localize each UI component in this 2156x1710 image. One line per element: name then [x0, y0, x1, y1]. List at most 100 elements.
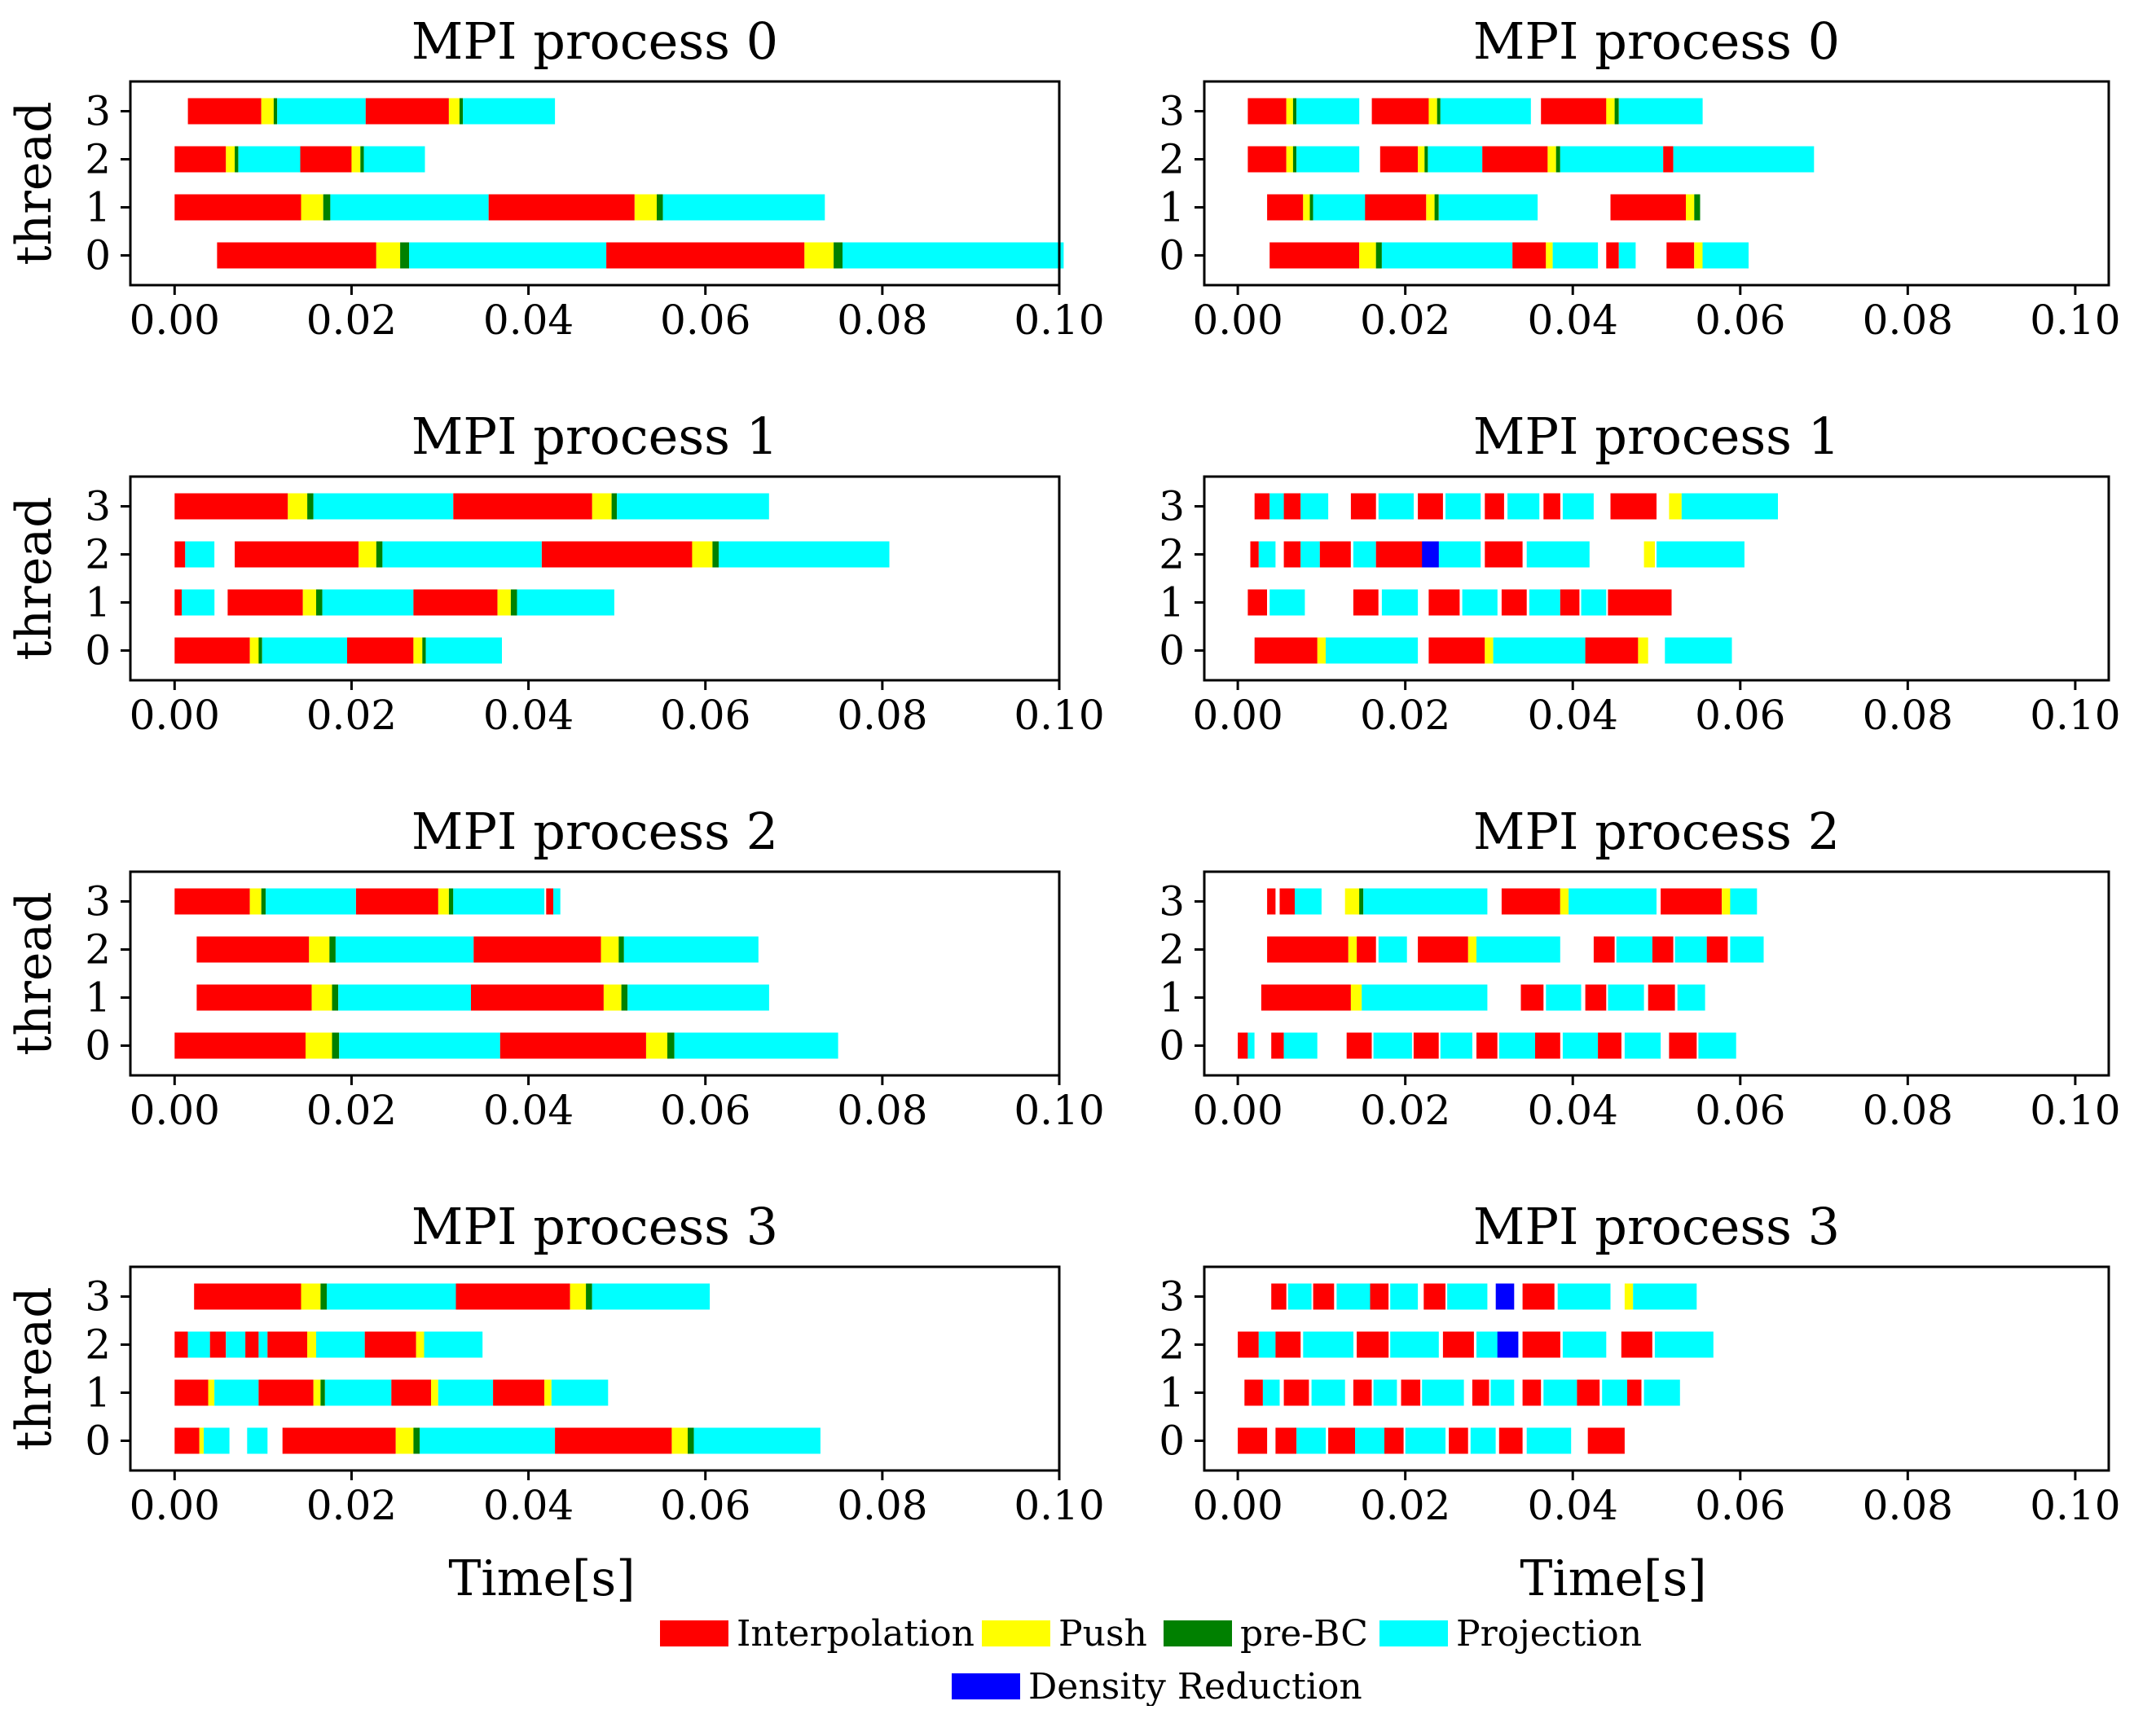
bar-projection	[238, 146, 301, 173]
bar-push	[1348, 936, 1357, 963]
bar-interpolation	[1328, 1427, 1355, 1454]
bar-projection	[1363, 888, 1488, 915]
bar-interpolation	[194, 1283, 301, 1310]
bar-interpolation	[1522, 1283, 1555, 1310]
bar-interpolation	[1247, 146, 1287, 173]
bar-interpolation	[1472, 1379, 1489, 1406]
bar-push	[1686, 194, 1695, 221]
bar-interpolation	[1275, 1331, 1301, 1358]
bar-interpolation	[300, 146, 352, 173]
y-tick-label: 0	[1159, 232, 1185, 279]
x-tick-label: 0.02	[1360, 1087, 1450, 1134]
bar-interpolation	[1353, 589, 1379, 616]
bar-pre-bc	[712, 541, 719, 568]
legend: Interpolation Push pre-BC Projection Density…	[660, 1613, 1642, 1708]
legend-label: Push	[1058, 1613, 1147, 1655]
bar-interpolation	[1652, 936, 1674, 963]
bar-interpolation	[174, 1331, 188, 1358]
bar-push	[544, 1379, 552, 1406]
x-tick-label: 0.10	[2030, 297, 2120, 344]
bar-projection	[1295, 888, 1322, 915]
bar-pre-bc	[307, 493, 314, 520]
bar-projection	[1269, 493, 1284, 520]
panel-0: MPI process 0 0.00 0.02 0.04 0.06 0.08 0.10 012…	[6, 11, 1105, 344]
bar-pre-bc	[258, 637, 262, 664]
bar-projection	[1373, 1032, 1412, 1059]
bar-interpolation	[1267, 194, 1304, 221]
bar-interpolation	[1608, 589, 1672, 616]
x-tick-label: 0.04	[1528, 1087, 1618, 1134]
bar-pre-bc	[422, 637, 426, 664]
bar-interpolation	[1238, 1032, 1248, 1059]
x-tick-label: 0.10	[1014, 1087, 1104, 1134]
x-tick-label: 0.04	[1528, 297, 1618, 344]
bar-push	[431, 1379, 438, 1406]
bar-pre-bc	[510, 589, 517, 616]
bar-push	[601, 936, 619, 963]
bar-projection	[1581, 589, 1607, 616]
bar-projection	[1498, 1032, 1535, 1059]
bar-interpolation	[1283, 1379, 1309, 1406]
bar-projection	[204, 1427, 230, 1454]
bar-projection	[1390, 1283, 1419, 1310]
bar-push	[249, 888, 262, 915]
bar-pre-bc	[413, 1427, 420, 1454]
axes-frame	[1203, 80, 2110, 287]
bar-projection	[1440, 98, 1531, 125]
bar-pre-bc	[1614, 98, 1619, 125]
bar-interpolation	[1350, 493, 1376, 520]
y-tick-label: 0	[1159, 627, 1185, 675]
bar-interpolation	[1666, 242, 1695, 269]
bar-projection	[1300, 541, 1320, 568]
bar-projection	[339, 1032, 500, 1059]
x-tick-label: 0.02	[306, 1482, 397, 1529]
bar-projection	[1657, 541, 1745, 568]
bar-projection	[623, 936, 759, 963]
bar-push	[309, 936, 330, 963]
bar-projection	[1362, 984, 1488, 1011]
bar-projection	[453, 888, 545, 915]
bar-push	[1303, 194, 1310, 221]
bar-interpolation	[1522, 1331, 1560, 1358]
bar-projection	[1543, 1379, 1577, 1406]
legend-swatch	[982, 1620, 1050, 1646]
bar-pre-bc	[586, 1283, 592, 1310]
x-tick-label: 0.00	[130, 692, 220, 739]
x-tick-label: 0.00	[1192, 297, 1283, 344]
bar-interpolation	[1279, 888, 1295, 915]
x-tick-label: 0.10	[1014, 692, 1104, 739]
bar-projection	[1373, 1379, 1397, 1406]
bar-projection	[1353, 541, 1376, 568]
bar-projection	[1618, 242, 1636, 269]
bar-push	[1560, 888, 1569, 915]
bar-push	[438, 888, 449, 915]
bar-pre-bc	[332, 1032, 340, 1059]
bar-push	[646, 1032, 668, 1059]
bar-pre-bc	[1292, 98, 1296, 125]
bar-projection	[1552, 242, 1599, 269]
y-tick-label: 2	[1159, 1321, 1185, 1369]
bar-projection	[1428, 146, 1483, 173]
bar-pre-bc	[320, 1379, 325, 1406]
bar-push	[1485, 637, 1494, 664]
bar-push	[1694, 242, 1703, 269]
y-tick-label: 3	[1159, 1273, 1185, 1321]
y-tick-label: 3	[85, 483, 111, 530]
y-axis-label: thread	[6, 496, 63, 660]
bar-projection	[1296, 1427, 1327, 1454]
bar-interpolation	[1401, 1379, 1421, 1406]
y-tick-label: 3	[85, 1273, 111, 1321]
panel-title: MPI process 3	[411, 1197, 778, 1256]
panel-4: MPI process 2 0.00 0.02 0.04 0.06 0.08 0.10 012…	[6, 802, 1105, 1134]
bar-push	[1547, 146, 1556, 173]
bar-pre-bc	[1375, 242, 1382, 269]
legend-entry-projection: Projection	[1379, 1613, 1642, 1655]
x-tick-label: 0.02	[306, 297, 397, 344]
bar-push	[301, 194, 323, 221]
bar-projection	[1440, 1032, 1472, 1059]
bar-pre-bc	[667, 1032, 675, 1059]
bar-interpolation	[1357, 936, 1376, 963]
bar-projection	[1557, 1283, 1611, 1310]
bar-push	[249, 637, 259, 664]
